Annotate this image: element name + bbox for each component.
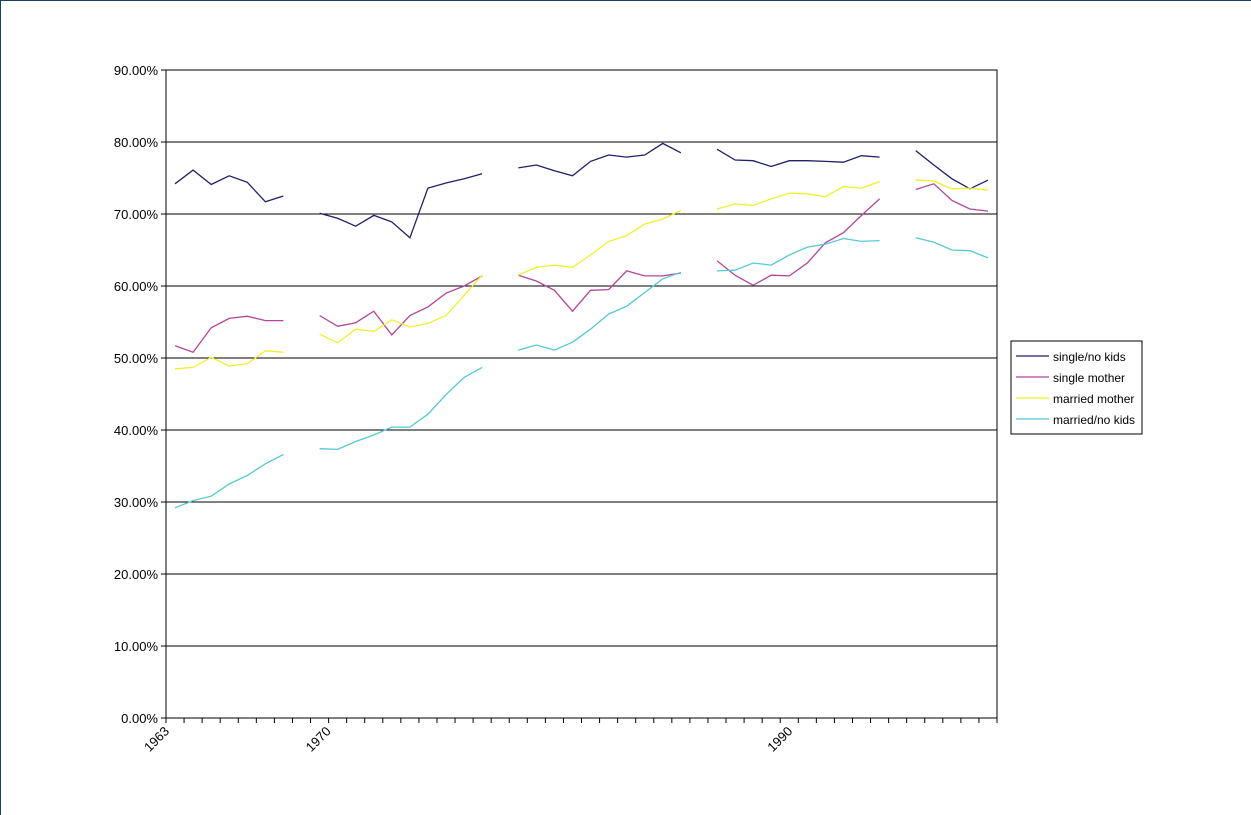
y-tick-label: 10.00% xyxy=(114,639,159,654)
series-line-segment xyxy=(915,150,989,190)
y-tick-label: 30.00% xyxy=(114,495,159,510)
legend-label: married mother xyxy=(1053,392,1134,406)
series-single-no-kids xyxy=(174,142,989,239)
y-tick-label: 60.00% xyxy=(114,279,159,294)
series-line-segment xyxy=(716,148,880,168)
series-lines xyxy=(174,142,989,509)
series-line-segment xyxy=(518,209,682,276)
y-tick-label: 50.00% xyxy=(114,351,159,366)
x-tick-label: 1990 xyxy=(764,724,795,755)
series-line-segment xyxy=(518,142,682,177)
x-axis: 1963 1970 1990 xyxy=(141,718,998,755)
series-line-segment xyxy=(518,271,682,351)
series-line-segment xyxy=(915,179,989,191)
series-line-segment xyxy=(716,237,880,272)
y-tick-label: 0.00% xyxy=(121,711,158,726)
x-tick-label: 1963 xyxy=(141,724,172,755)
gridlines xyxy=(166,141,997,647)
y-axis: 0.00% 10.00% 20.00% 30.00% 40.00% 50.00% 60.00… xyxy=(114,63,166,726)
legend-label: single mother xyxy=(1053,371,1125,385)
series-single-mother xyxy=(174,183,989,353)
x-tick-label: 1970 xyxy=(303,724,334,755)
series-line-segment xyxy=(716,180,880,210)
series-line-segment xyxy=(174,169,284,203)
legend: single/no kids single mother married mothe… xyxy=(1010,340,1143,435)
series-line-segment xyxy=(915,237,989,259)
y-tick-label: 40.00% xyxy=(114,423,159,438)
series-married-mother xyxy=(174,179,989,370)
y-tick-label: 70.00% xyxy=(114,207,159,222)
plot-area xyxy=(165,69,998,719)
series-line-segment xyxy=(319,366,483,451)
series-line-segment xyxy=(174,350,284,370)
series-line-segment xyxy=(174,315,284,353)
legend-label: married/no kids xyxy=(1053,413,1135,427)
y-tick-label: 90.00% xyxy=(114,63,159,78)
series-line-segment xyxy=(174,453,284,509)
series-line-segment xyxy=(716,198,881,287)
y-tick-label: 20.00% xyxy=(114,567,159,582)
series-line-segment xyxy=(319,173,483,239)
series-line-segment xyxy=(319,274,483,344)
series-married-no-kids xyxy=(174,237,989,509)
y-tick-label: 80.00% xyxy=(114,135,159,150)
series-line-segment xyxy=(915,183,989,212)
series-line-segment xyxy=(319,275,483,337)
legend-label: single/no kids xyxy=(1053,350,1126,364)
series-line-segment xyxy=(518,270,682,313)
